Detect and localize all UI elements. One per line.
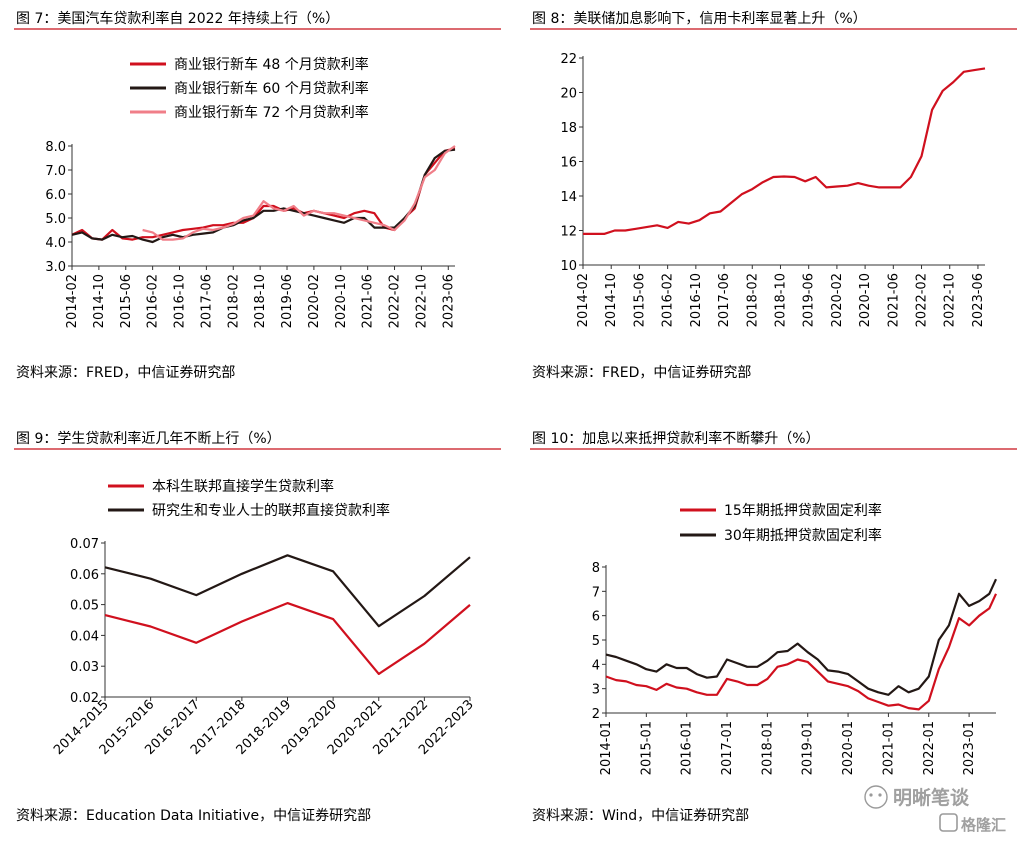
y-tick-label: 0.06 [70, 568, 99, 583]
legend-label-3: 商业银行新车 72 个月贷款利率 [174, 104, 369, 121]
y-tick-label: 0.03 [70, 660, 99, 675]
x-tick-label: 2016-10 [689, 273, 704, 327]
x-tick-label: 2023-06 [971, 273, 986, 327]
chart-title-fig9: 图 9：学生贷款利率近几年不断上行（%） [16, 430, 281, 447]
y-tick-label: 20 [560, 87, 577, 102]
x-tick-label: 2022-10 [943, 273, 958, 327]
y-tick-label: 0.07 [70, 537, 99, 552]
source-note-fig8: 资料来源：FRED，中信证券研究部 [532, 365, 751, 381]
wechat-icon [864, 785, 888, 809]
y-tick-label: 8.0 [45, 140, 66, 155]
y-tick-label: 5.0 [45, 212, 66, 227]
x-tick-label: 2022-02 [915, 273, 930, 327]
y-tick-label: 3.0 [45, 260, 66, 275]
series-line-1 [583, 67, 986, 235]
legend-label-1: 15年期抵押贷款固定利率 [724, 502, 882, 519]
x-tick-label: 2018-01 [760, 721, 775, 775]
x-tick-label: 2016-02 [661, 273, 676, 327]
x-tick-label: 2022-02 [388, 274, 403, 328]
series-line-3 [142, 145, 456, 241]
x-tick-label: 2020-01 [841, 721, 856, 775]
chart-title-fig8: 图 8：美联储加息影响下，信用卡利率显著上升（%） [532, 10, 867, 27]
y-tick-label: 8 [592, 561, 600, 576]
legend-label-2: 30年期抵押贷款固定利率 [724, 527, 882, 544]
x-tick-label: 2014-02 [576, 273, 591, 327]
y-tick-label: 12 [560, 225, 577, 240]
source-note-fig10: 资料来源：Wind，中信证券研究部 [532, 808, 749, 824]
y-tick-label: 7.0 [45, 164, 66, 179]
x-tick-label: 2017-06 [199, 274, 214, 328]
x-tick-label: 2017-01 [720, 721, 735, 775]
y-tick-label: 4 [592, 658, 600, 673]
x-tick-label: 2017-06 [717, 273, 732, 327]
x-tick-label: 2014-10 [92, 274, 107, 328]
watermark-site-name: 格隆汇 [961, 816, 1006, 834]
y-tick-label: 5 [592, 634, 600, 649]
x-tick-label: 2020-10 [858, 273, 873, 327]
x-tick-label: 2015-06 [119, 274, 134, 328]
chart-title-fig10: 图 10：加息以来抵押贷款利率不断攀升（%） [532, 430, 820, 447]
x-tick-label: 2021-06 [886, 273, 901, 327]
series-line-1 [104, 602, 471, 675]
watermark-account-name: 明晰笔谈 [893, 786, 970, 809]
y-tick-label: 10 [560, 259, 577, 274]
x-tick-label: 2020-10 [334, 274, 349, 328]
x-tick-label: 2021-06 [361, 274, 376, 328]
chart-fig9-student-loan-rates: 0.020.030.040.050.060.072014-20152015-20… [51, 478, 477, 758]
x-tick-label: 2021-01 [881, 721, 896, 775]
x-tick-label: 2014-02 [65, 274, 80, 328]
chart-fig10-mortgage-rates: 2 3 4 5 6 7 8 2014-01 2015-01 2016-01 2017-01 2018-… [592, 502, 997, 775]
source-note-fig9: 资料来源：Education Data Initiative，中信证券研究部 [16, 808, 371, 824]
gelonghui-logo-icon [939, 813, 958, 832]
x-tick-label: 2023-06 [441, 274, 456, 328]
wechat-icon-eye-left [869, 793, 873, 797]
legend-label-2: 商业银行新车 60 个月贷款利率 [174, 80, 369, 97]
chart-fig8-credit-card-rate: 10 12 14 16 18 20 22 2014-02 2014-10 2015-06 2016-… [560, 52, 985, 327]
wechat-icon-eye-right [878, 793, 882, 797]
x-tick-label: 2022-01 [922, 721, 937, 775]
x-tick-label: 2018-10 [773, 273, 788, 327]
x-tick-label: 2015-06 [632, 273, 647, 327]
x-tick-label: 2019-06 [280, 274, 295, 328]
series-line-1 [605, 593, 997, 711]
y-tick-label: 22 [560, 52, 577, 67]
chart-title-fig7: 图 7：美国汽车贷款利率自 2022 年持续上行（%） [16, 10, 339, 27]
x-tick-label: 2014-10 [604, 273, 619, 327]
x-tick-label: 2019-06 [802, 273, 817, 327]
y-tick-label: 0.02 [70, 691, 99, 706]
y-tick-label: 16 [560, 156, 577, 171]
x-tick-label: 2016-02 [146, 274, 161, 328]
y-tick-label: 2 [592, 707, 600, 722]
x-tick-label: 2023-01 [962, 721, 977, 775]
legend-label-1: 商业银行新车 48 个月贷款利率 [174, 56, 369, 73]
x-tick-label: 2016-01 [680, 721, 695, 775]
y-tick-label: 18 [560, 121, 577, 136]
x-tick-label: 2014-01 [599, 721, 614, 775]
y-tick-label: 4.0 [45, 236, 66, 251]
x-tick-label: 2020-02 [830, 273, 845, 327]
legend-label-1: 本科生联邦直接学生贷款利率 [152, 478, 334, 495]
y-tick-label: 6 [592, 610, 600, 625]
series-line-2 [605, 578, 997, 696]
legend-label-2: 研究生和专业人士的联邦直接贷款利率 [152, 502, 390, 519]
x-tick-label: 2018-10 [253, 274, 268, 328]
series-line-2 [104, 554, 471, 628]
y-tick-label: 0.04 [70, 629, 99, 644]
x-tick-label: 2015-01 [639, 721, 654, 775]
y-tick-label: 0.05 [70, 599, 99, 614]
x-tick-label: 2018-02 [226, 274, 241, 328]
source-note-fig7: 资料来源：FRED，中信证券研究部 [16, 365, 235, 381]
y-tick-label: 7 [592, 585, 600, 600]
x-tick-label: 2022-10 [414, 274, 429, 328]
watermark: 明晰笔谈 格隆汇 [864, 785, 1006, 834]
x-tick-label: 2019-01 [801, 721, 816, 775]
y-tick-label: 3 [592, 683, 600, 698]
chart-fig7-auto-loan-rates: 3.0 4.0 5.0 6.0 7.0 8.0 2014-02 2014-10 2015-06 2… [45, 56, 456, 328]
x-tick-label: 2018-02 [745, 273, 760, 327]
x-tick-label: 2020-02 [307, 274, 322, 328]
y-tick-label: 6.0 [45, 188, 66, 203]
y-tick-label: 14 [560, 190, 577, 205]
x-tick-label: 2016-10 [173, 274, 188, 328]
